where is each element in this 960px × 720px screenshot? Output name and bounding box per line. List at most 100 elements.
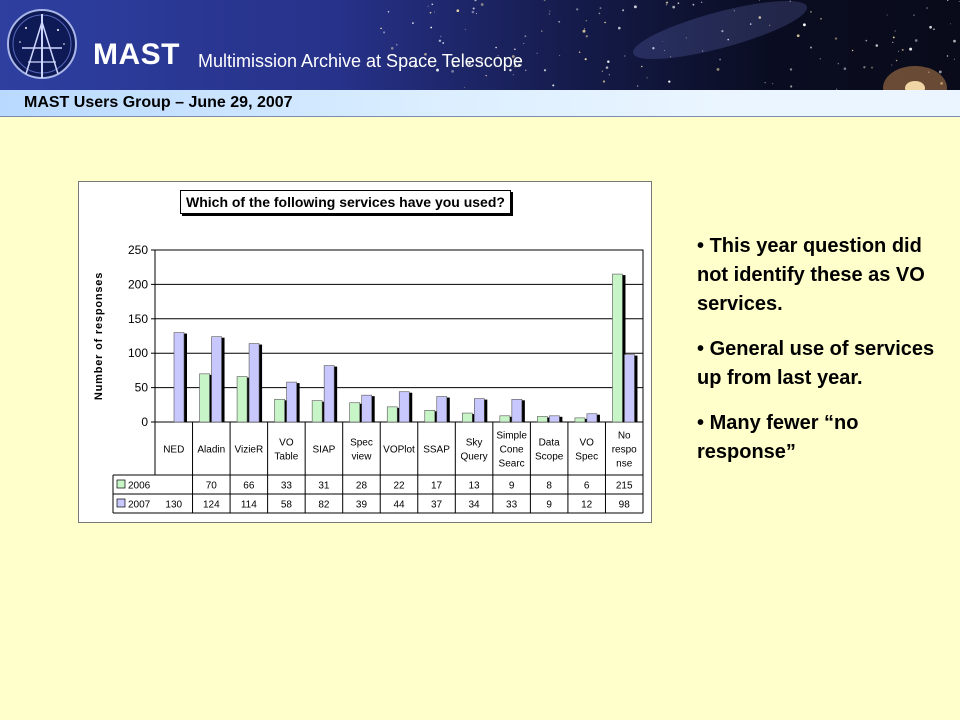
category-label: SSAP [423,445,450,456]
bar-2006 [311,400,323,423]
category-label: Data Scope [535,438,564,463]
star [668,80,671,83]
category-label-line: VO [579,438,594,449]
star [599,7,602,10]
bar-2006 [499,415,511,423]
star [637,85,639,87]
star [468,62,471,65]
brand-name: MAST [93,38,180,71]
data-value-2007: 44 [393,500,405,511]
star [390,46,394,50]
star [518,63,521,67]
star [926,7,928,9]
data-value-2007: 9 [546,500,552,511]
bar-chart: 0 50 100 150 200 250 Number of responses NED Ala… [93,243,644,514]
data-value-2007: 33 [506,500,518,511]
star [618,26,621,30]
category-label: VO Spec [575,438,598,463]
category-label-line: VO [279,438,294,449]
header-banner: MAST Multimission Archive at Space Teles… [0,0,960,90]
star [474,0,477,2]
bar-2007 [211,336,222,423]
data-value-2006: 9 [509,481,515,492]
star [512,74,514,76]
note-item: Many fewer “no response” [697,409,937,467]
y-tick-label: 100 [128,346,148,360]
star [665,1,669,4]
star [953,58,956,60]
category-label-line: Searc [499,459,525,470]
star [938,70,942,74]
star [605,66,609,69]
star [819,58,821,60]
star [892,41,894,44]
mast-logo-icon [7,9,77,79]
star [471,10,475,14]
category-label-line: VizieR [234,445,263,456]
category-label-line: respo [612,445,637,456]
star [685,37,687,39]
star [843,67,847,70]
star [692,3,695,6]
category-label: Sky Query [460,438,487,463]
bar-2007 [549,415,560,423]
star [543,0,546,1]
star [456,9,460,13]
star [383,31,386,34]
data-value-2007: 114 [241,500,257,511]
star [411,22,414,25]
note-item: This year question did not identify thes… [697,232,937,319]
category-label-line: Data [539,438,561,449]
bar-2006 [462,412,473,423]
star [549,10,551,12]
star [578,51,581,53]
chart-panel: 0 50 100 150 200 250 Number of responses NED Ala… [78,181,652,523]
bar-2006 [199,373,210,423]
notes-list: This year question did not identify thes… [697,232,937,483]
data-value-2006: 66 [243,481,255,492]
star [456,64,459,67]
data-value-2007: 58 [281,500,293,511]
category-label: VizieR [234,445,263,456]
star [607,60,610,63]
category-label-line: Sky [466,438,483,449]
star [480,59,483,62]
star [929,25,932,29]
data-value-2007: 124 [203,500,220,511]
category-label: Simple Cone Searc [496,431,527,470]
data-value-2007: 39 [356,500,368,511]
y-axis-label: Number of responses [93,272,105,400]
star [700,1,703,3]
y-tick-label: 0 [141,415,148,429]
star [514,65,516,68]
star [583,28,586,30]
star [898,50,900,52]
star [509,69,512,72]
bar-2006 [349,402,360,423]
galaxy-core [905,81,925,90]
star [641,65,643,68]
subheader-bar: MAST Users Group – June 29, 2007 [0,90,960,117]
star [395,43,398,46]
legend-label: 2007 [128,500,151,511]
star [901,48,904,51]
spiral-galaxy [883,66,947,90]
star [894,30,896,32]
category-label-line: view [351,452,372,463]
star [950,23,951,25]
data-value-2006: 28 [356,481,368,492]
category-label-line: Cone [500,445,524,456]
bar-2007 [436,396,448,423]
category-label-line: Scope [535,452,564,463]
bar-2007 [173,332,185,423]
data-value-2006: 13 [469,481,481,492]
data-value-2006: 31 [318,481,330,492]
star [548,13,550,15]
star [652,47,655,50]
starfield-background [380,0,960,90]
bar-2007 [398,391,410,423]
star [865,39,868,42]
star [602,80,606,83]
star [719,58,722,61]
star [601,70,603,72]
